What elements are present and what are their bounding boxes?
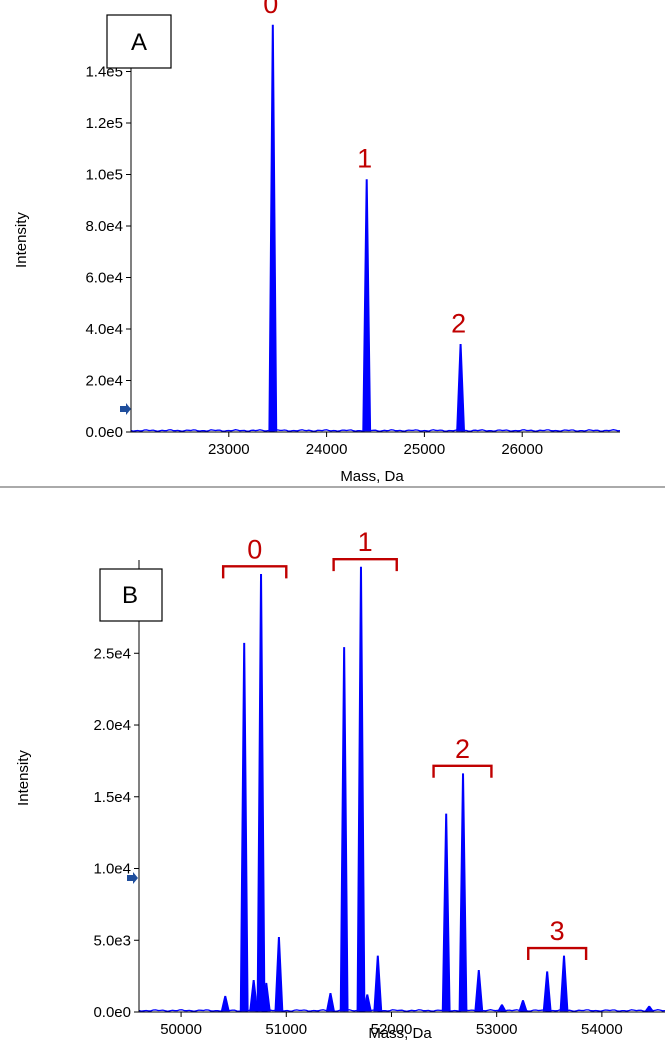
panel-b-peak	[644, 1005, 654, 1012]
panel-a-x-tick-label: 25000	[404, 441, 446, 458]
panel-b-baseline	[138, 1009, 665, 1012]
panel-b-peak	[356, 566, 366, 1012]
panel-b-annotation-bracket	[432, 764, 493, 778]
panel-b-y-tick-label: 5.0e3	[93, 932, 131, 949]
panel-b-peak	[249, 980, 259, 1012]
panel-a-y-tick-label: 8.0e4	[85, 218, 123, 235]
panel-a-x-tick-label: 26000	[501, 441, 543, 458]
panel-a-y-tick-label: 0.0e0	[85, 424, 123, 441]
panel-a-peak	[362, 179, 372, 432]
panel-b-peak	[339, 647, 349, 1012]
panel-b-annotation-label: 2	[455, 734, 470, 764]
panel-a-y-tick-label: 2.0e4	[85, 373, 123, 390]
panel-b-peak	[458, 773, 468, 1012]
panel-b-xlabel: Mass, Da	[368, 1025, 432, 1042]
panel-a-annotation-label: 1	[357, 144, 372, 174]
panel-b-y-tick-label: 2.5e4	[93, 645, 131, 662]
panel-b-annotation-bracket	[332, 557, 398, 572]
panel-b-x-tick-label: 52000	[371, 1021, 413, 1038]
panel-b-peak	[497, 1004, 507, 1012]
panel-b-y-tick-label: 0.0e0	[93, 1004, 131, 1021]
panel-b-peak	[474, 969, 484, 1012]
panel-b-peak	[325, 992, 335, 1012]
panel-b-annotation-label: 0	[247, 534, 262, 564]
panel-b-peak	[362, 994, 372, 1012]
panel-b-label: B	[122, 582, 138, 609]
panel-b-baseline-arrow-icon	[127, 872, 138, 884]
panel-a-y-tick-label: 6.0e4	[85, 270, 123, 287]
panel-a-x-tick-label: 24000	[306, 441, 348, 458]
panel-a-peak	[268, 24, 278, 432]
panel-b-peak	[256, 573, 266, 1012]
panel-b-peak	[542, 971, 552, 1012]
panel-a-y-tick-label: 1.0e5	[85, 167, 123, 184]
panel-b-peak	[239, 642, 249, 1012]
panel-a-peak	[456, 344, 466, 432]
panel-a-annotation-label: 2	[451, 308, 466, 338]
panel-b-peak	[261, 982, 271, 1012]
panel-b-y-tick-label: 1.5e4	[93, 789, 131, 806]
panel-a-chart: 23000 24000 25000 26000 0.0e0 2.0e4 4.0e4 6.0e4…	[13, 0, 621, 485]
panel-b-x-tick-label: 51000	[265, 1021, 307, 1038]
panel-b-chart: 50000 51000 52000 53000 54000 0.0e0 5.0e3 1.0e4…	[15, 527, 665, 1042]
panel-b-y-tick-label: 2.0e4	[93, 717, 131, 734]
panel-b-peak	[373, 955, 383, 1012]
panel-a-y-tick-label: 4.0e4	[85, 321, 123, 338]
panel-b-marks: 50000 51000 52000 53000 54000 0.0e0 5.0e3 1.0e4…	[93, 527, 665, 1038]
panel-a-baseline	[130, 429, 621, 432]
panel-b-ylabel: Intensity	[15, 750, 32, 806]
panel-b-annotation-label: 1	[358, 527, 373, 557]
panel-a-label: A	[131, 29, 147, 56]
panel-b-peak	[518, 1000, 528, 1012]
panel-a-annotation-label: 0	[263, 0, 278, 19]
panel-a-xlabel: Mass, Da	[340, 468, 404, 485]
panel-b-x-tick-label: 53000	[476, 1021, 518, 1038]
panel-b-annotation-bracket	[527, 946, 588, 961]
panel-b-annotation-label: 3	[550, 916, 565, 946]
panel-b-annotation-bracket	[221, 565, 288, 579]
panel-a-y-tick-label: 1.2e5	[85, 115, 123, 132]
panel-a-baseline-arrow-icon	[120, 403, 131, 415]
panel-b-peak	[559, 955, 569, 1012]
panel-b-x-tick-label: 54000	[581, 1021, 623, 1038]
panel-b-x-tick-label: 50000	[160, 1021, 202, 1038]
panel-a-label-box	[106, 14, 172, 69]
panel-b-peak	[274, 936, 284, 1012]
panel-b-y-tick-label: 1.0e4	[93, 861, 131, 878]
panel-b-peak	[220, 995, 230, 1012]
panel-a-x-tick-label: 23000	[208, 441, 250, 458]
panel-b-label-box	[99, 568, 163, 622]
panel-a-marks: 23000 24000 25000 26000 0.0e0 2.0e4 4.0e4 6.0e4…	[85, 0, 621, 458]
panel-b-peak	[441, 813, 451, 1012]
panel-a-ylabel: Intensity	[13, 212, 30, 268]
